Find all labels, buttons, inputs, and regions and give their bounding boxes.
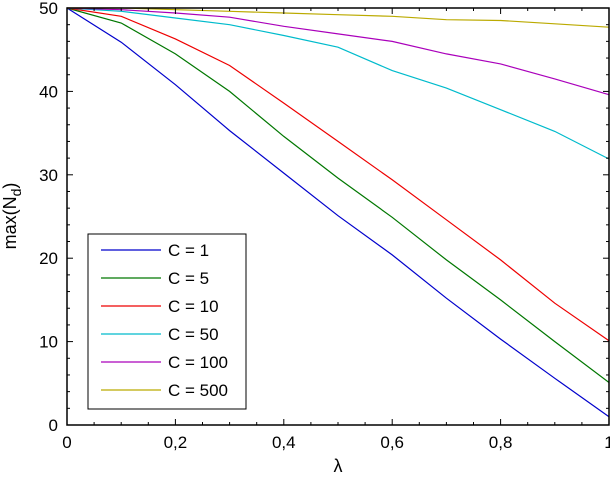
- x-tick-labels: 0 0,2 0,4 0,6 0,8 1: [62, 433, 610, 452]
- x-tick-label: 0,8: [489, 433, 513, 452]
- series-line-2: [66, 7, 610, 342]
- legend: C = 1 C = 5 C = 10 C = 50 C = 100 C = 500: [87, 233, 247, 410]
- x-tick-label: 0,2: [164, 433, 188, 452]
- legend-item: C = 10: [101, 297, 219, 316]
- y-tick-label: 30: [39, 166, 58, 185]
- y-tick-label: 40: [39, 82, 58, 101]
- legend-label: C = 5: [168, 269, 209, 288]
- series-line-0: [66, 7, 610, 418]
- series-line-5: [67, 7, 610, 28]
- legend-label: C = 50: [168, 325, 219, 344]
- x-axis-label: λ: [334, 456, 343, 476]
- x-tick-label: 1: [604, 433, 610, 452]
- legend-item: C = 100: [101, 353, 228, 372]
- y-tick-label: 0: [49, 416, 58, 435]
- series-line-1: [66, 7, 610, 383]
- x-tick-label: 0,4: [272, 433, 296, 452]
- x-tick-label: 0,6: [380, 433, 404, 452]
- plot-lines: [66, 7, 610, 418]
- y-axis-label: max(Nd): [0, 183, 24, 250]
- legend-item: C = 50: [101, 325, 219, 344]
- axis-ticks: [66, 7, 610, 426]
- legend-box: [87, 233, 247, 410]
- legend-item: C = 1: [101, 241, 209, 260]
- legend-label: C = 500: [168, 381, 228, 400]
- legend-item: C = 5: [101, 269, 209, 288]
- y-tick-label: 50: [39, 0, 58, 18]
- legend-label: C = 10: [168, 297, 219, 316]
- series-line-3: [66, 7, 610, 160]
- y-tick-label: 10: [39, 333, 58, 352]
- legend-label: C = 100: [168, 353, 228, 372]
- series-line-4: [66, 7, 610, 96]
- y-tick-label: 20: [39, 249, 58, 268]
- y-tick-labels: 0 10 20 30 40 50: [39, 0, 58, 435]
- legend-item: C = 500: [101, 381, 228, 400]
- legend-label: C = 1: [168, 241, 209, 260]
- x-tick-label: 0: [62, 433, 71, 452]
